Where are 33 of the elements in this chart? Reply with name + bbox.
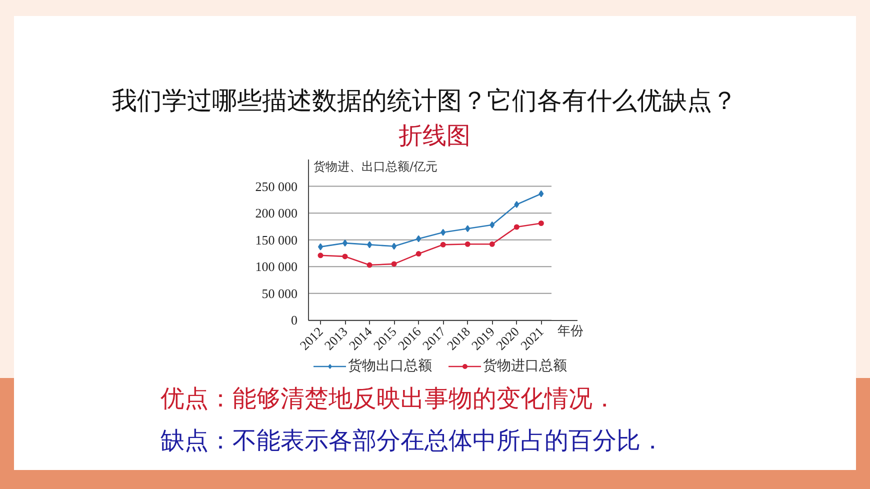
point <box>489 241 495 247</box>
point <box>465 225 470 232</box>
point <box>514 224 520 230</box>
chart-title: 我们学过哪些描述数据的统计图？它们各有什么优缺点？ <box>112 86 737 115</box>
y-axis-title: 货物进、出口总额/亿元 <box>314 160 438 174</box>
point <box>440 242 446 248</box>
y-tick-label: 250 000 <box>255 178 298 194</box>
y-tick-label: 150 000 <box>255 232 298 248</box>
text: 缺点：不能表示各部分在总体中所占的百分比． <box>160 426 664 454</box>
point <box>490 221 495 228</box>
point <box>416 235 422 242</box>
chart-subtitle: 折线图 <box>398 122 470 150</box>
y-tick-label: 200 000 <box>255 206 298 221</box>
point <box>514 200 520 208</box>
y-tick-label: 0 <box>291 312 298 328</box>
point <box>538 190 544 198</box>
point <box>416 251 422 257</box>
legend-label: 货物进口总额 <box>483 357 567 375</box>
x-axis-title: 年份 <box>558 324 584 339</box>
y-tick-label: 100 000 <box>255 259 298 274</box>
point <box>366 262 372 268</box>
point <box>342 254 348 260</box>
point <box>464 241 470 247</box>
legend-label: 货物出口总额 <box>348 357 432 375</box>
point <box>392 242 397 250</box>
point <box>367 241 372 248</box>
point <box>440 228 446 236</box>
point <box>538 220 544 226</box>
point <box>342 240 348 247</box>
point <box>391 261 397 267</box>
text: 优点：能够清楚地反映出事物的变化情况． <box>160 384 616 412</box>
point <box>318 252 324 258</box>
y-tick-label: 50 000 <box>262 286 298 301</box>
